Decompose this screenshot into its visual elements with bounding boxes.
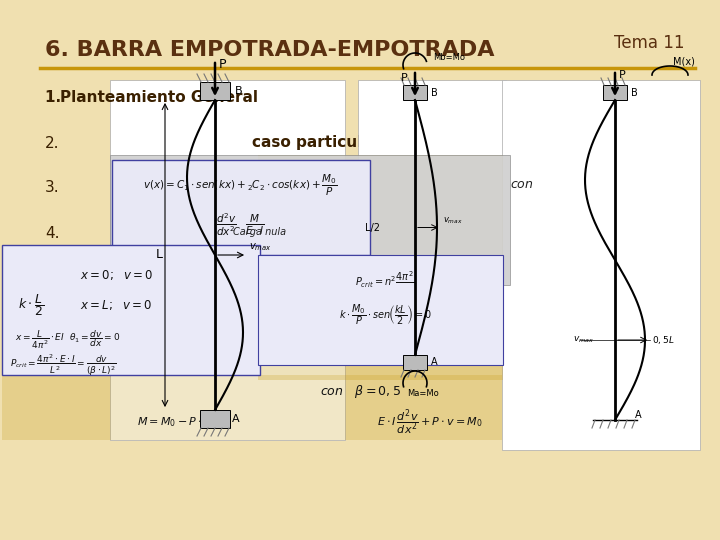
Text: B: B xyxy=(631,88,638,98)
Text: $E \cdot I\,\dfrac{d^2v}{dx^2} + P \cdot v = M_0$: $E \cdot I\,\dfrac{d^2v}{dx^2} + P \cdot… xyxy=(377,407,482,437)
Text: $P_{crit} = n^2 \dfrac{4\pi^2}{\ }$: $P_{crit} = n^2 \dfrac{4\pi^2}{\ }$ xyxy=(355,270,415,290)
Text: 4.: 4. xyxy=(45,226,60,240)
Bar xyxy=(2,375,502,440)
Text: L/2: L/2 xyxy=(365,222,380,233)
Text: 1.: 1. xyxy=(45,91,66,105)
Bar xyxy=(502,80,700,450)
Text: $v_{max}$: $v_{max}$ xyxy=(249,241,271,253)
Text: 2.: 2. xyxy=(45,136,60,151)
Bar xyxy=(200,82,230,100)
Bar xyxy=(2,245,260,375)
Text: 6. BARRA EMPOTRADA-EMPOTRADA: 6. BARRA EMPOTRADA-EMPOTRADA xyxy=(45,40,495,60)
Text: A: A xyxy=(431,357,438,367)
Bar xyxy=(603,85,627,100)
Text: $v_{max}$: $v_{max}$ xyxy=(443,215,463,226)
Bar xyxy=(258,155,503,380)
Text: $v_{max}$: $v_{max}$ xyxy=(573,335,594,345)
Text: $P_{crit} = \dfrac{4\pi^2 \cdot E \cdot I}{L^2} = \dfrac{dv}{(\beta \cdot L)^2}$: $P_{crit} = \dfrac{4\pi^2 \cdot E \cdot … xyxy=(10,352,117,378)
Text: $con$: $con$ xyxy=(510,179,534,192)
Text: $\dfrac{d^2v}{dx^2}\ \ \ \dfrac{M}{E \cdot I}$: $\dfrac{d^2v}{dx^2}\ \ \ \dfrac{M}{E \cd… xyxy=(215,212,264,239)
Bar xyxy=(358,80,506,365)
Text: $k \cdot \dfrac{L}{2}$: $k \cdot \dfrac{L}{2}$ xyxy=(18,292,44,318)
Text: B: B xyxy=(235,86,243,96)
Text: $x = L;\ \ v = 0$: $x = L;\ \ v = 0$ xyxy=(80,298,152,312)
Text: caso particular: caso particular xyxy=(252,136,380,151)
Text: Planteamiento General: Planteamiento General xyxy=(60,91,258,105)
Text: Mb=Mo: Mb=Mo xyxy=(433,53,465,63)
Text: $k \cdot \dfrac{M_0}{P} \cdot sen\!\left(\dfrac{kL}{2}\right) = 0$: $k \cdot \dfrac{M_0}{P} \cdot sen\!\left… xyxy=(338,302,431,327)
Bar xyxy=(200,410,230,428)
Text: M(x): M(x) xyxy=(673,57,695,67)
Bar xyxy=(110,80,345,440)
Text: A: A xyxy=(232,414,240,424)
Text: Tema 11: Tema 11 xyxy=(614,34,685,52)
Text: $x = 0;\ \ v = 0$: $x = 0;\ \ v = 0$ xyxy=(80,268,153,282)
Text: P: P xyxy=(619,70,626,80)
Text: P: P xyxy=(219,58,227,71)
Bar xyxy=(403,85,427,100)
Text: 3.: 3. xyxy=(45,180,60,195)
Bar xyxy=(112,160,370,255)
Text: $0,5L$: $0,5L$ xyxy=(652,334,675,346)
Text: L: L xyxy=(156,248,163,261)
Text: P: P xyxy=(401,73,408,83)
Bar xyxy=(258,255,503,365)
Text: $x = \dfrac{L}{4\pi^2} \cdot E I\ \ \theta_1 = \dfrac{dv}{dx} = 0$: $x = \dfrac{L}{4\pi^2} \cdot E I\ \ \the… xyxy=(15,329,120,351)
Bar xyxy=(403,355,427,370)
Text: $con \quad \beta = 0,5$: $con \quad \beta = 0,5$ xyxy=(320,383,401,401)
Text: Ma=Mo: Ma=Mo xyxy=(407,388,438,397)
Text: B: B xyxy=(431,88,438,98)
Text: Carga nula: Carga nula xyxy=(233,227,287,237)
Text: A: A xyxy=(635,410,642,420)
Bar xyxy=(110,155,510,285)
Text: contorno: contorno xyxy=(252,180,329,195)
Text: $M = M_0 - P \cdot v$: $M = M_0 - P \cdot v$ xyxy=(138,415,212,429)
Text: $v(x) = C_1 \cdot sen(kx) +_2 C_2 \cdot cos(kx) + \dfrac{M_0}{P}$: $v(x) = C_1 \cdot sen(kx) +_2 C_2 \cdot … xyxy=(143,172,338,198)
